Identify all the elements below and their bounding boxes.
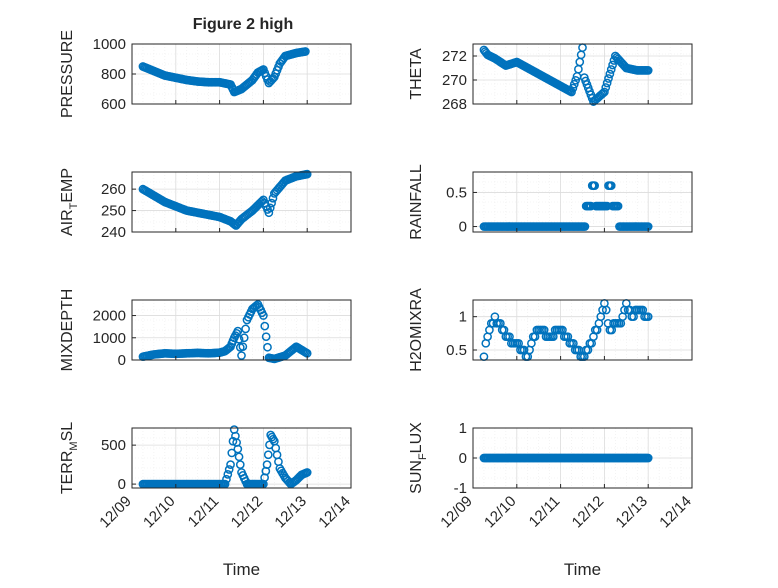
axes-box xyxy=(472,171,693,233)
y-tick-label: 0 xyxy=(118,476,126,493)
data-point xyxy=(601,83,611,92)
y-axis-label: PRESSURE xyxy=(59,30,76,118)
data-point xyxy=(602,78,612,88)
data-point xyxy=(233,326,243,336)
data-point xyxy=(227,448,237,458)
data-point xyxy=(606,65,616,74)
data-point xyxy=(580,222,590,231)
y-tick-label: 0.5 xyxy=(446,342,467,359)
subplot-rainfall: 0 0.5 RAINFALL xyxy=(408,164,693,240)
data-point xyxy=(260,321,270,331)
subplot-h2omixra: 0.5 1 H2OMIXRA xyxy=(408,288,693,372)
subplot-pressure: 600 800 1000 PRESSURE xyxy=(59,30,352,118)
figure-title: Figure 2 high xyxy=(193,16,293,33)
data-point xyxy=(238,342,248,352)
axes-box xyxy=(472,43,693,105)
y-tick-label: 250 xyxy=(101,203,126,220)
y-tick-label: 268 xyxy=(442,96,467,113)
y-tick-label: 270 xyxy=(442,72,467,89)
data-point xyxy=(226,460,235,469)
data-point xyxy=(239,333,249,343)
data-point xyxy=(302,169,312,179)
y-axis-label: H2OMIXRA xyxy=(408,288,425,372)
data-point xyxy=(265,203,275,213)
data-point xyxy=(605,69,615,79)
y-tick-label: 240 xyxy=(101,224,126,241)
data-point xyxy=(224,465,234,474)
data-point xyxy=(606,181,616,190)
data-point xyxy=(604,74,613,83)
subplot-theta: 268 270 272 THETA xyxy=(408,43,693,113)
data-point xyxy=(590,181,600,190)
data-point xyxy=(301,47,310,56)
data-point xyxy=(264,208,274,218)
y-tick-label: 0 xyxy=(118,352,126,369)
data-point xyxy=(263,342,272,352)
y-axis-label: TERRMSL xyxy=(59,422,80,494)
data-point xyxy=(261,332,271,342)
y-tick-label: 1000 xyxy=(93,330,126,347)
data-point xyxy=(608,60,617,70)
data-point xyxy=(234,452,244,462)
axes-box xyxy=(131,427,352,489)
data-point xyxy=(259,311,268,320)
y-tick-label: 0 xyxy=(459,450,467,467)
y-axis-label: MIXDEPTH xyxy=(59,289,76,372)
y-axis-label: SUNFLUX xyxy=(408,422,429,494)
y-tick-label: 260 xyxy=(101,181,126,198)
data-point xyxy=(267,198,276,208)
data-point xyxy=(237,351,246,360)
y-axis-label: THETA xyxy=(408,48,425,100)
data-point xyxy=(222,474,231,484)
data-point xyxy=(235,460,245,469)
data-point xyxy=(241,324,250,334)
subplot-air-temp: 240 250 260 AIRTEMP xyxy=(59,168,352,241)
data-point xyxy=(567,87,576,97)
y-tick-label: 600 xyxy=(101,96,126,113)
data-point xyxy=(643,312,653,322)
y-axis-label: AIRTEMP xyxy=(59,168,80,236)
x-axis-label: Time xyxy=(223,560,260,579)
x-axis-label: Time xyxy=(564,560,601,579)
y-tick-label: 2000 xyxy=(93,308,126,325)
data-point xyxy=(233,444,243,454)
y-tick-label: 1000 xyxy=(93,36,126,53)
axes-box xyxy=(131,171,352,233)
data-point xyxy=(569,79,579,89)
y-tick-label: -1 xyxy=(454,480,467,497)
y-tick-label: 1 xyxy=(459,309,467,326)
data-point xyxy=(643,453,653,463)
data-point xyxy=(302,468,312,477)
data-point xyxy=(601,305,611,315)
data-point xyxy=(571,75,581,85)
y-tick-label: 0.5 xyxy=(446,184,467,201)
y-axis-label: RAINFALL xyxy=(408,164,425,240)
y-tick-label: 800 xyxy=(101,66,126,83)
data-point xyxy=(223,470,233,479)
data-point xyxy=(600,87,609,97)
y-tick-label: 272 xyxy=(442,48,467,65)
data-point xyxy=(613,201,623,211)
data-point xyxy=(568,83,578,93)
data-point xyxy=(263,450,273,460)
y-tick-label: 500 xyxy=(101,437,126,454)
data-point xyxy=(262,460,272,469)
y-tick-label: 0 xyxy=(459,219,467,236)
data-point xyxy=(234,334,244,344)
subplot-mixdepth: 0 1000 2000 MIXDEPTH xyxy=(59,289,352,372)
data-point xyxy=(643,66,653,75)
axes-box xyxy=(472,299,693,361)
y-tick-label: 1 xyxy=(459,420,467,437)
axes-box xyxy=(131,299,352,361)
